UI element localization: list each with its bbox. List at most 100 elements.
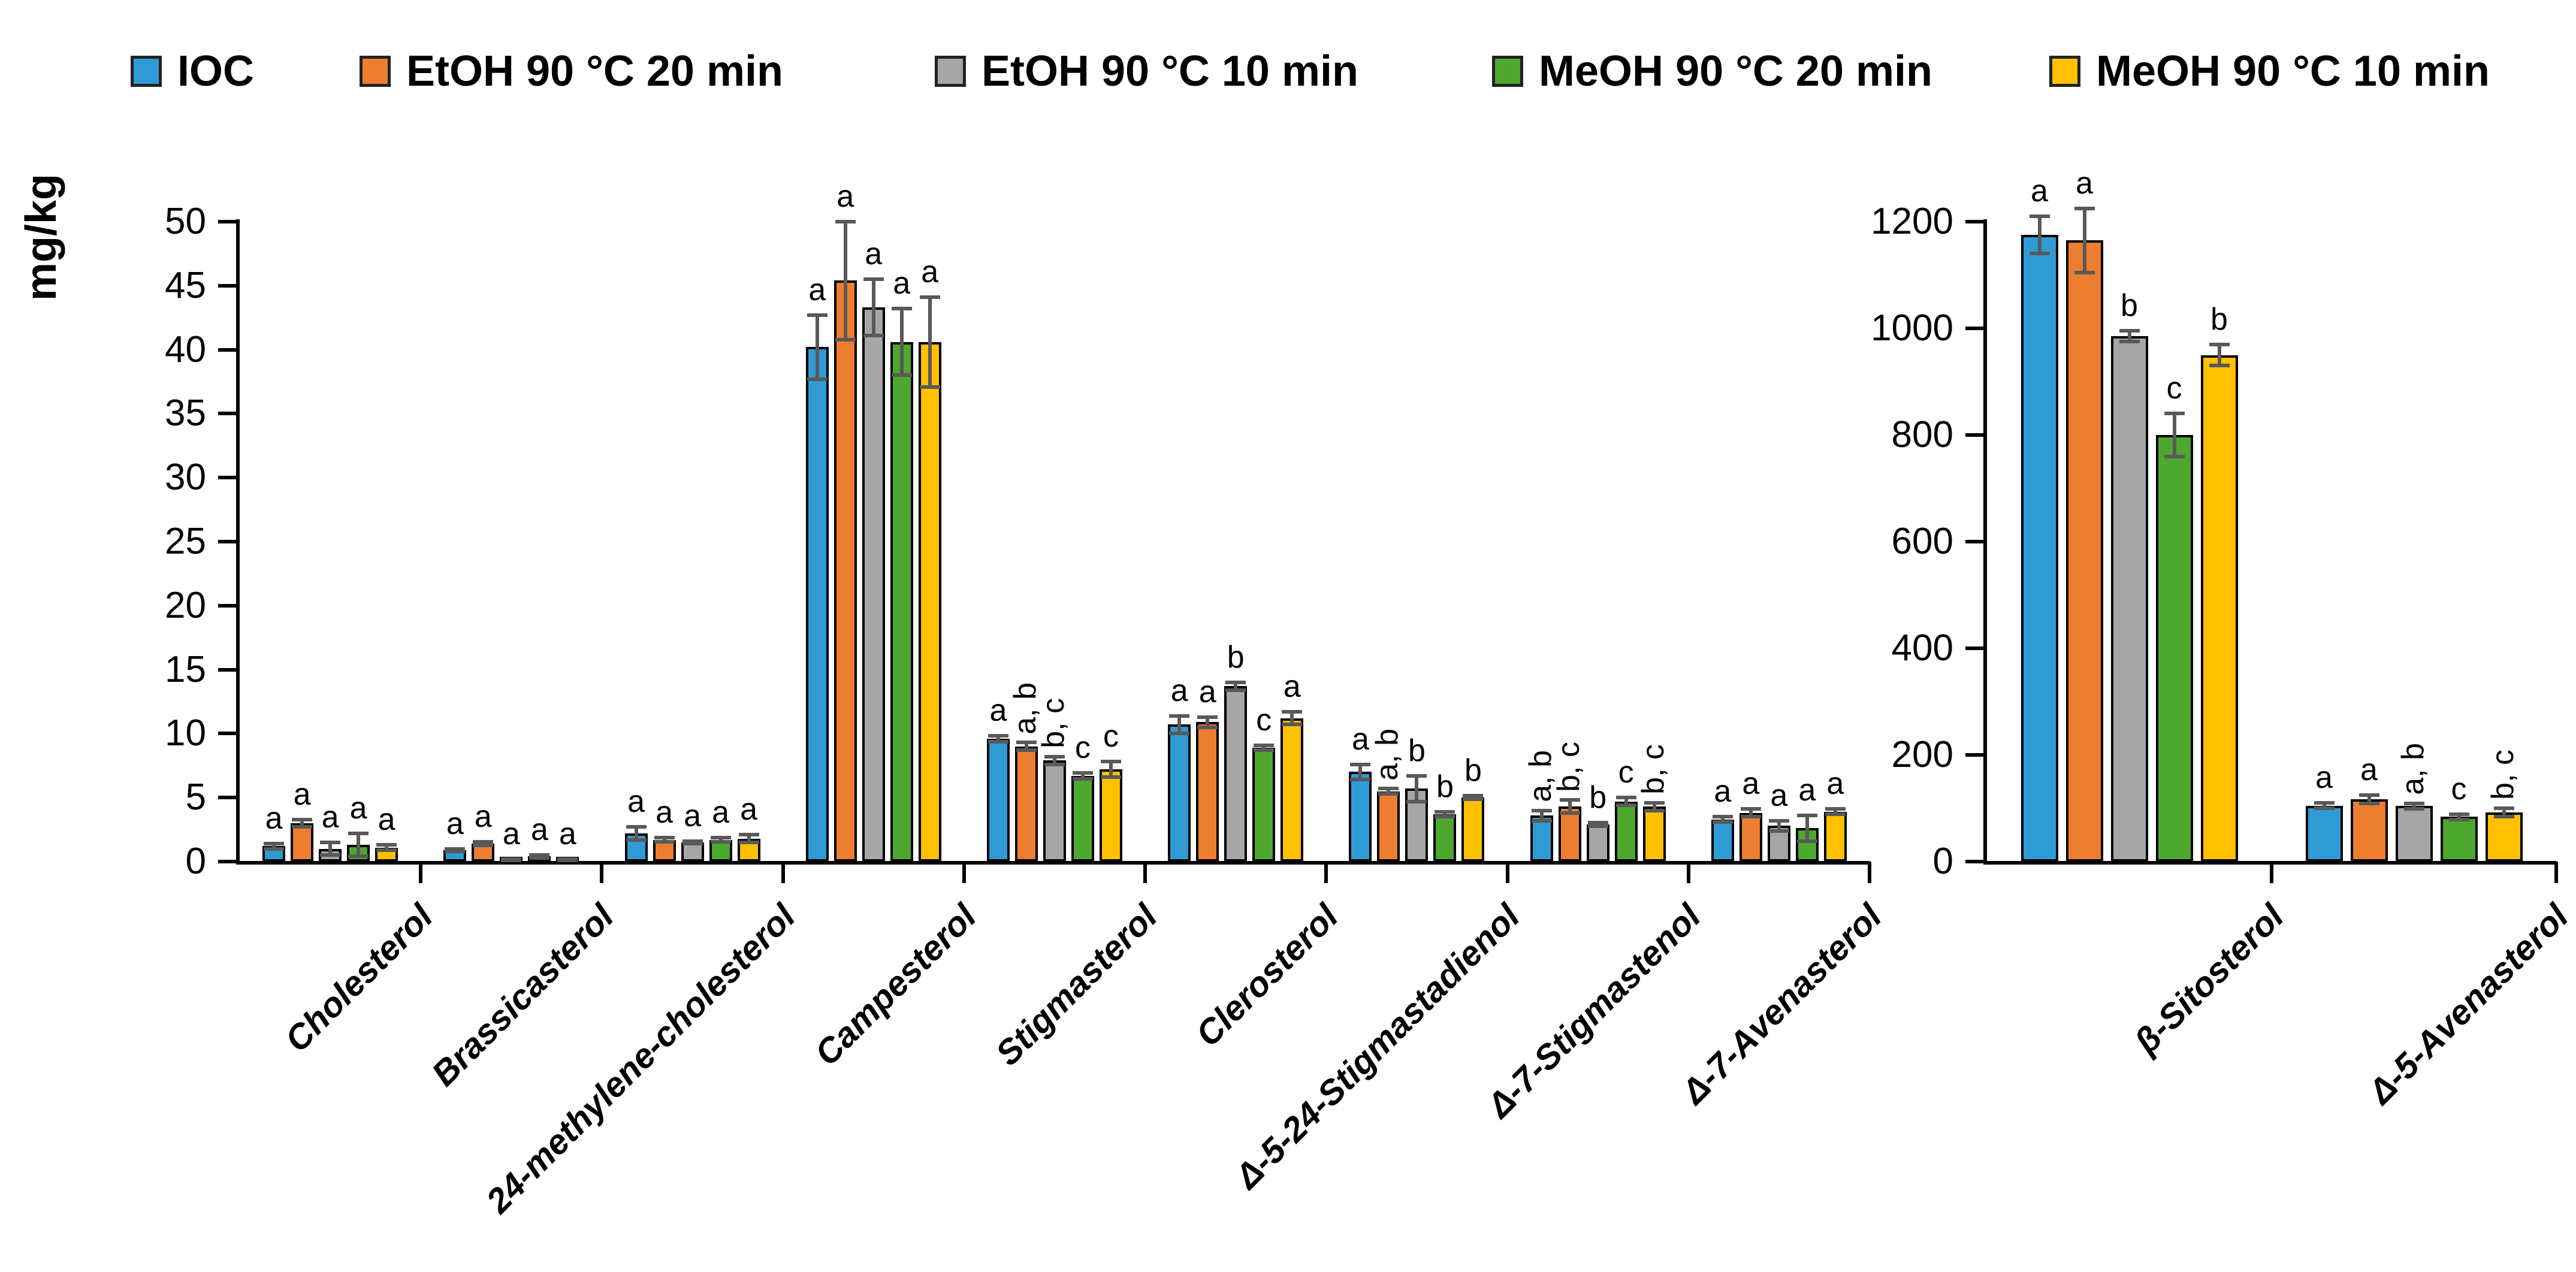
significance-letter: c	[1256, 702, 1272, 738]
error-bar-cap-top	[863, 277, 884, 282]
significance-letter: a	[2315, 760, 2333, 796]
bar-etoh-90-c-20-min	[1015, 746, 1038, 862]
significance-letter: a	[656, 795, 673, 830]
bar-meoh-90-c-20-min	[1614, 801, 1638, 862]
error-bar-cap-top	[1254, 743, 1275, 747]
minor-sterols-panel: 0 5 10 15 20 25 30 35 40 45 50 Cholesterol Brassicas…	[165, 180, 1889, 1220]
error-bar-cap-top	[738, 833, 759, 837]
error-bar	[996, 735, 1000, 742]
x-axis	[236, 861, 1870, 865]
error-bar	[1290, 712, 1294, 725]
error-bar-cap-top	[1073, 771, 1093, 775]
significance-letter: a	[684, 798, 701, 833]
error-bar-cap-bottom	[2164, 454, 2185, 458]
significance-letter: a	[1198, 674, 1216, 709]
significance-letter: a	[1170, 673, 1188, 708]
error-bar	[2172, 413, 2176, 457]
bar-meoh-90-c-10-min	[1642, 806, 1666, 862]
significance-letter: b	[1436, 769, 1454, 804]
error-bar	[1777, 820, 1781, 831]
error-bar-cap-top	[2448, 812, 2469, 816]
error-bar-cap-bottom	[1197, 725, 1218, 729]
error-bar	[747, 835, 751, 842]
bar-etoh-90-c-20-min	[1739, 812, 1762, 862]
bar-meoh-90-c-10-min	[1100, 769, 1122, 862]
error-bar-cap-bottom	[1378, 791, 1399, 796]
significance-letter: a	[1826, 766, 1844, 802]
error-bar-cap-top	[2403, 802, 2424, 805]
error-bar-cap-top	[919, 295, 940, 300]
major-sterols-panel: 0 200 400 600 800 1000 1200 β-Sitosterol Δ-5-Ave…	[1871, 167, 2576, 1111]
y-axis-tick-label: 30	[165, 457, 206, 498]
significance-letter: a	[865, 237, 883, 272]
category-label: Stigmasterol	[988, 896, 1165, 1074]
category-label: 24-methylene-cholesterol	[478, 896, 803, 1221]
error-bar-cap-top	[1712, 815, 1733, 819]
x-axis-tick	[781, 862, 785, 883]
x-axis-tick	[1324, 862, 1328, 883]
error-bar	[1358, 764, 1363, 780]
error-bar	[1443, 811, 1447, 817]
bar-ioc	[1168, 724, 1191, 862]
error-bar-cap-top	[654, 836, 675, 840]
legend-swatch-meoh-10	[2049, 56, 2080, 87]
significance-letter: a	[893, 266, 911, 301]
error-bar-cap-top	[2358, 793, 2379, 797]
legend-item-meoh-20: MeOH 90 °C 20 min	[1492, 47, 1932, 96]
y-axis-tick-label: 20	[165, 584, 206, 626]
bar-etoh-90-c-20-min	[1377, 791, 1400, 862]
bar-meoh-90-c-20-min	[1071, 775, 1094, 862]
category-label: Δ-7-Avenasterol	[1674, 896, 1889, 1112]
error-bar	[1539, 810, 1544, 821]
error-bar-cap-top	[2119, 329, 2140, 333]
error-bar-cap-top	[445, 847, 466, 851]
significance-letter: c	[2451, 771, 2467, 806]
bar-ioc	[987, 738, 1010, 862]
x-axis-tick	[1868, 862, 1871, 883]
error-bar	[1720, 817, 1725, 822]
bar-etoh-90-c-10-min	[1043, 760, 1066, 862]
bar-etoh-90-c-20-min	[2065, 240, 2103, 862]
significance-letter: a	[446, 806, 464, 841]
bar-etoh-90-c-10-min	[862, 307, 885, 862]
bar-etoh-90-c-10-min	[1586, 824, 1609, 862]
significance-letter: a	[293, 777, 311, 812]
error-bar	[272, 844, 276, 849]
error-bar-cap-bottom	[807, 377, 828, 381]
error-bar-cap-top	[376, 843, 397, 847]
y-axis-tick	[218, 348, 236, 352]
y-axis-tick-label: 0	[185, 841, 206, 882]
error-bar	[871, 279, 875, 336]
error-bar-cap-bottom	[1254, 748, 1275, 753]
error-bar	[1833, 809, 1837, 814]
error-bar-cap-top	[1796, 814, 1817, 818]
error-bar-cap-bottom	[557, 858, 578, 862]
y-axis-tick	[218, 540, 236, 543]
error-bar-cap-top	[807, 313, 828, 317]
error-bar-cap-top	[2164, 412, 2185, 416]
y-axis-tick-label: 600	[1891, 521, 1953, 562]
legend-swatch-etoh-10	[935, 56, 966, 87]
significance-letter: a	[1798, 773, 1816, 808]
significance-letter: c	[2166, 371, 2182, 406]
error-bar-cap-bottom	[529, 856, 550, 860]
bar-meoh-90-c-10-min	[2485, 812, 2523, 862]
error-bar	[385, 845, 389, 850]
error-bar-cap-top	[1531, 808, 1552, 812]
x-axis-tick	[962, 862, 966, 883]
category-label: Δ-7-Stigmastenol	[1479, 896, 1708, 1125]
y-axis-tick-label: 0	[1932, 841, 1953, 882]
bar-meoh-90-c-10-min	[2200, 355, 2238, 862]
error-bar-cap-top	[1825, 807, 1846, 811]
significance-letter: b	[1464, 753, 1482, 788]
x-axis-tick	[1686, 862, 1690, 883]
y-axis-tick-label: 10	[165, 712, 206, 754]
error-bar-cap-bottom	[2448, 817, 2469, 821]
error-bar-cap-top	[1044, 754, 1065, 759]
y-axis-tick	[218, 796, 236, 800]
error-bar-cap-top	[1435, 809, 1455, 814]
error-bar	[2217, 344, 2221, 366]
error-bar	[300, 819, 304, 827]
error-bar	[2412, 803, 2416, 809]
error-bar-cap-top	[1740, 807, 1761, 811]
